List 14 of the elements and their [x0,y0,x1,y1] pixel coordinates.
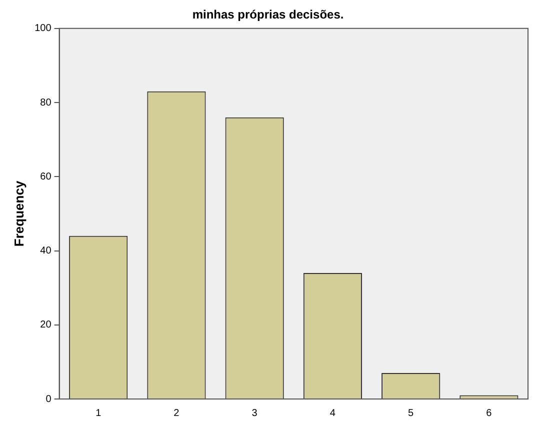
y-tick-label: 40 [40,246,52,257]
x-tick-label: 1 [96,408,102,419]
x-tick-label: 6 [486,408,492,419]
x-tick-label: 4 [330,408,336,419]
y-tick-label: 0 [46,394,52,405]
x-tick-label: 5 [408,408,414,419]
x-tick-label: 3 [252,408,258,419]
x-tick-label: 2 [174,408,180,419]
y-tick-label: 60 [40,171,52,182]
y-tick-label: 20 [40,320,52,331]
chart-title: minhas próprias decisões. [192,8,344,22]
y-axis-title: Frequency [11,180,26,247]
y-tick-label: 80 [40,97,52,108]
y-tick-label: 100 [34,23,52,34]
